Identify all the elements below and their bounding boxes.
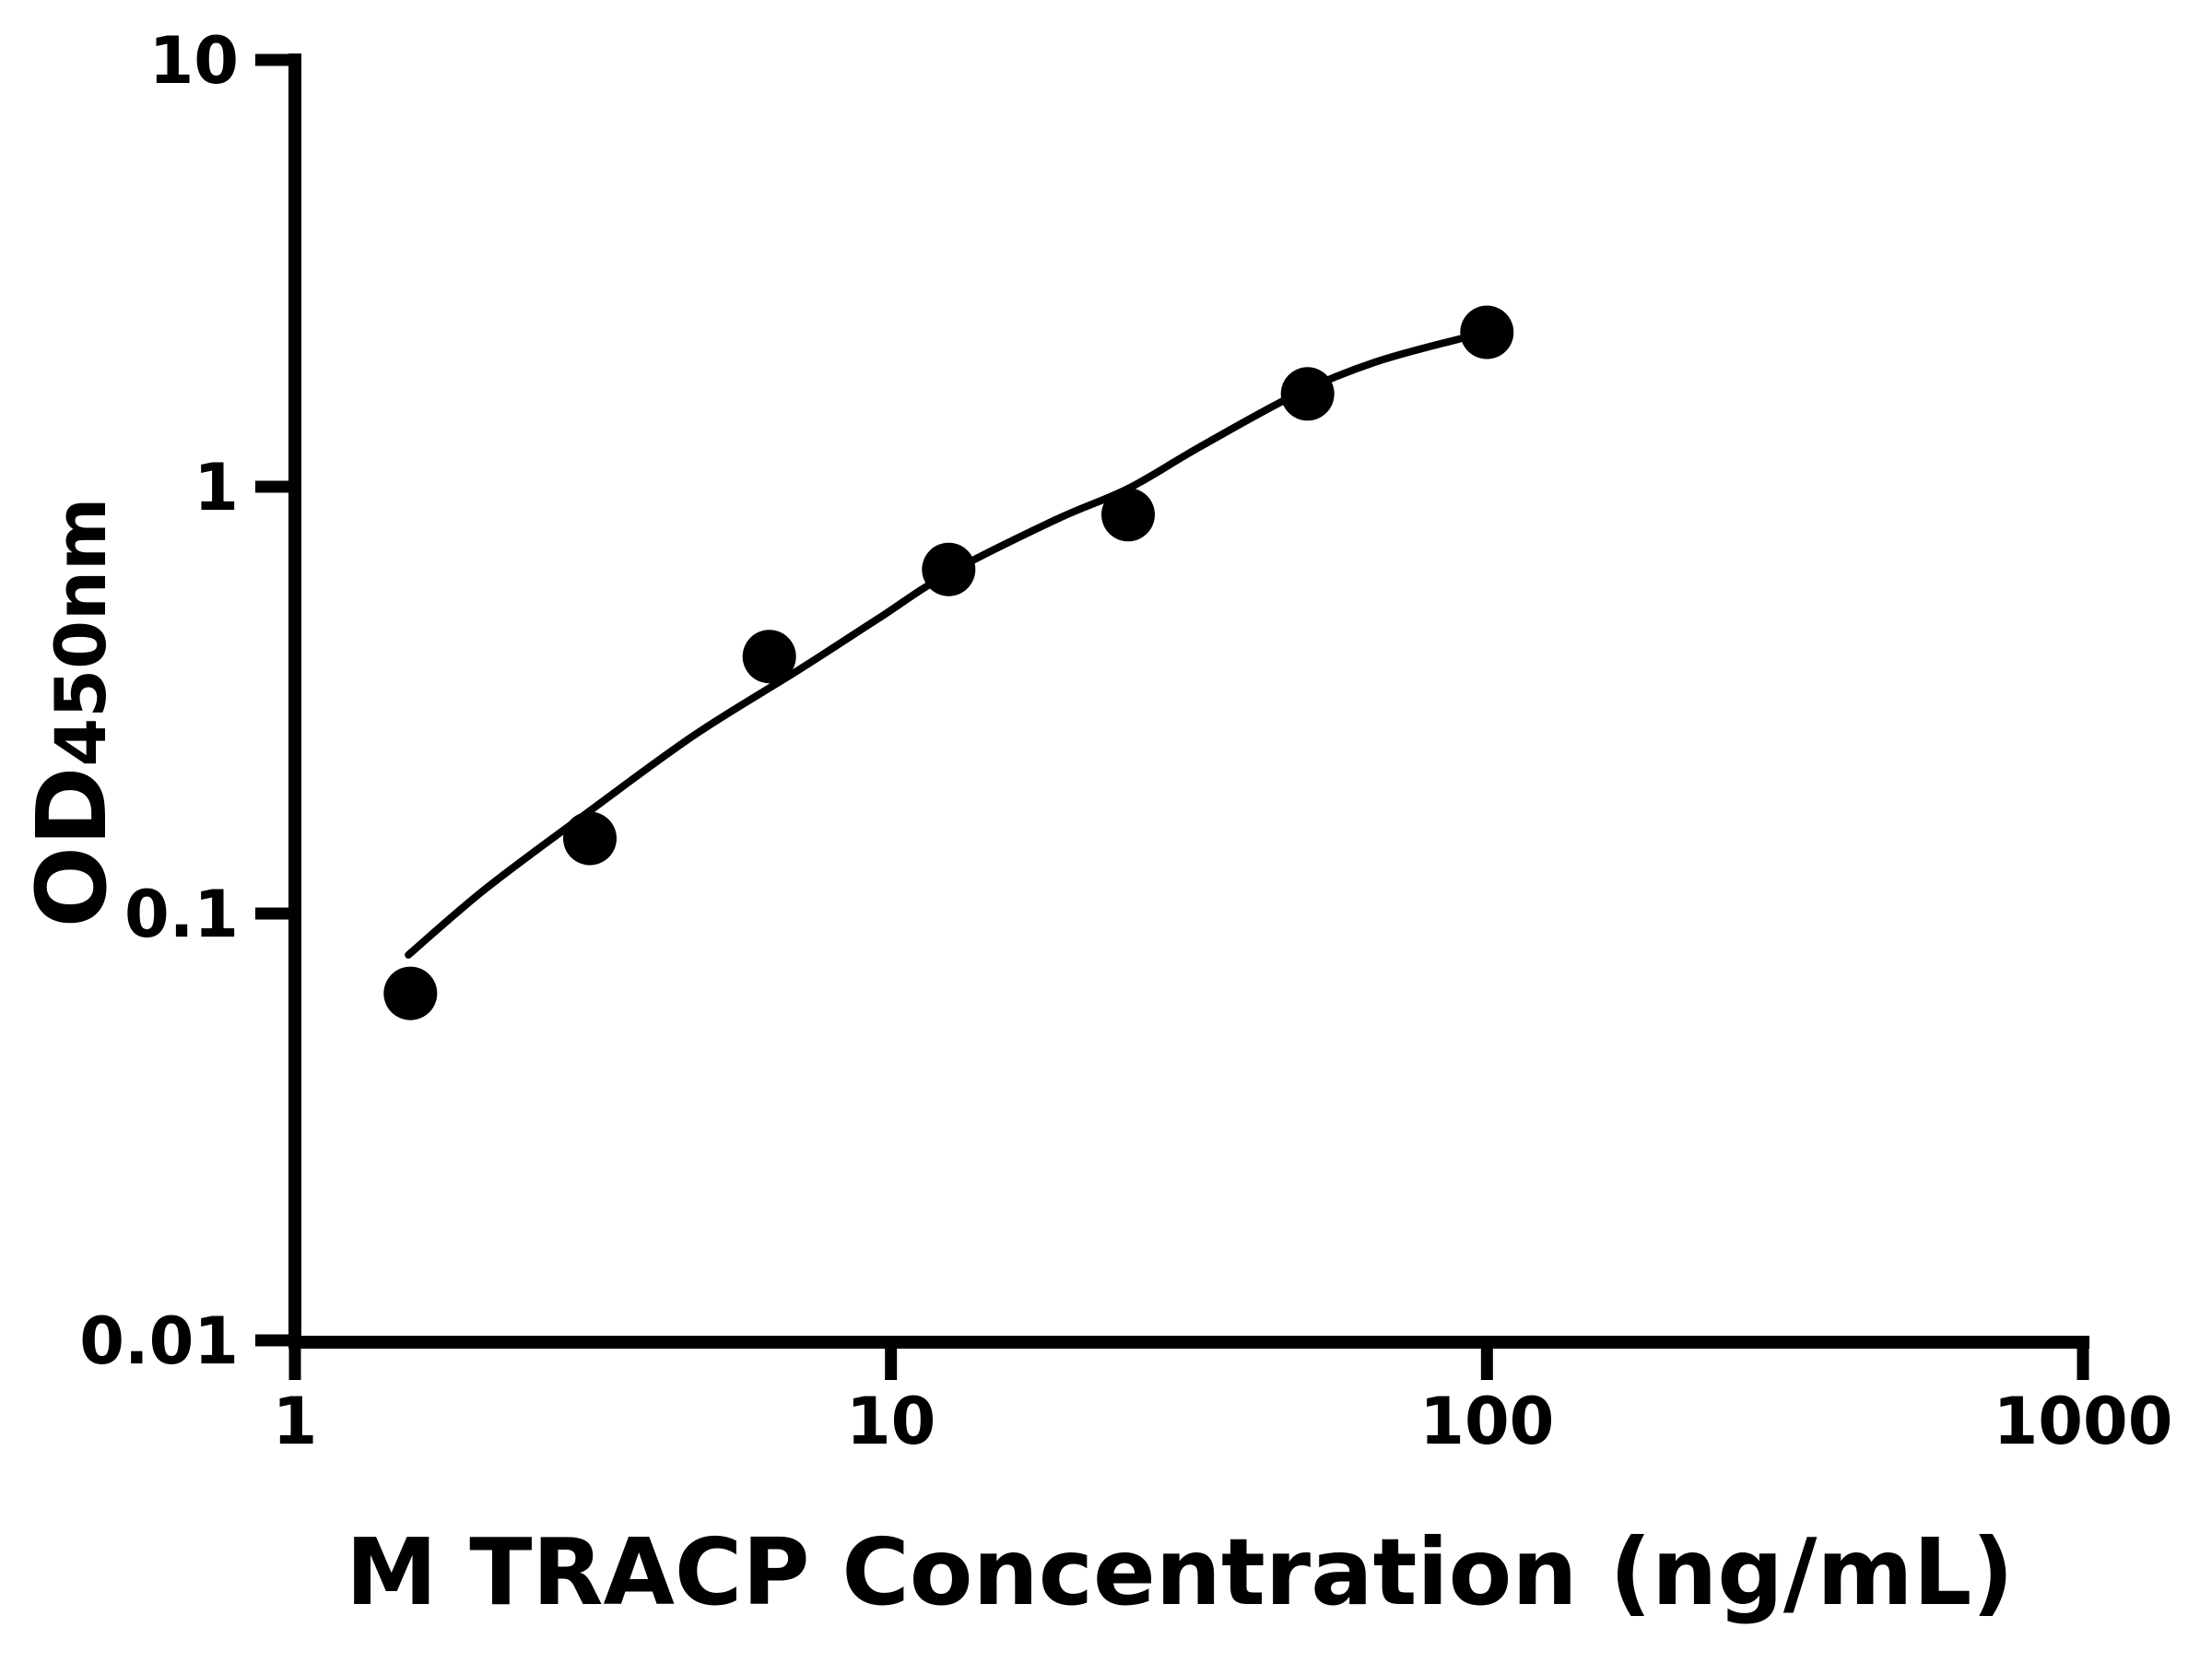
data-point [1460, 305, 1514, 360]
x-axis-ticks: 1 10 100 1000 [273, 1342, 2173, 1459]
y-tick-label: 0.1 [124, 877, 239, 952]
y-axis-title-sub: 450nm [40, 498, 122, 767]
x-axis-title: M TRACP Concentration (ng/mL) [346, 1518, 2014, 1626]
data-point [922, 542, 976, 596]
data-point [563, 811, 617, 866]
data-point [1280, 367, 1335, 421]
data-point [383, 966, 438, 1020]
x-tick-label: 100 [1419, 1384, 1554, 1459]
data-point [1101, 488, 1155, 542]
y-axis-ticks: 0.01 0.1 1 10 [79, 23, 295, 1379]
y-tick-label: 10 [149, 23, 239, 99]
data-points [383, 305, 1514, 1020]
y-axis-title-main: OD [16, 767, 128, 928]
y-tick-label: 0.01 [79, 1303, 239, 1379]
x-tick-label: 1000 [1994, 1384, 2173, 1459]
data-point [742, 630, 796, 684]
x-tick-label: 10 [846, 1384, 935, 1459]
y-axis-title: OD450nm [16, 498, 128, 928]
x-tick-label: 1 [273, 1384, 318, 1459]
y-tick-label: 1 [194, 450, 239, 525]
axes [288, 53, 2089, 1349]
